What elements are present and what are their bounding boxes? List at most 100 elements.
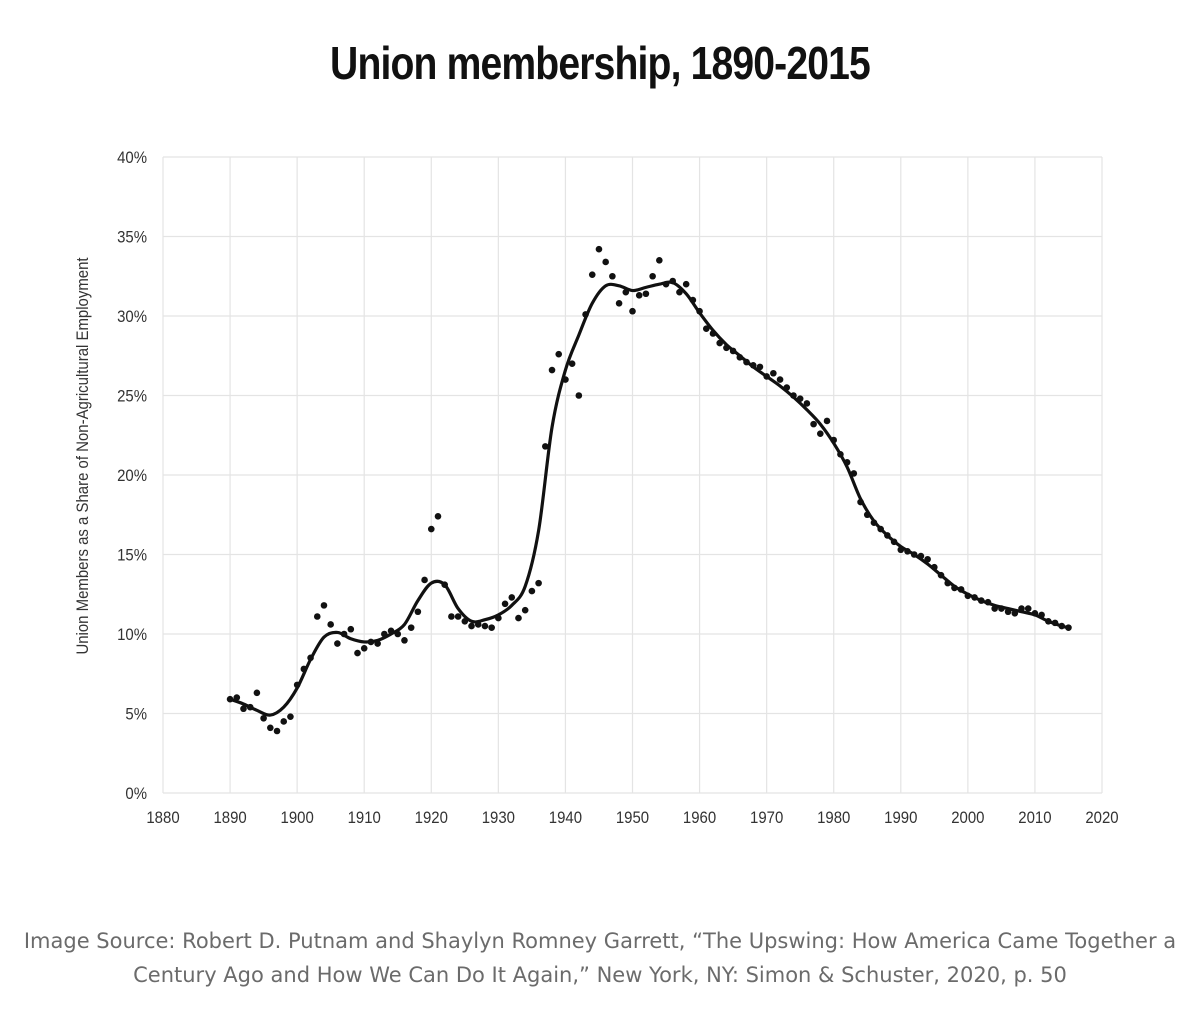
x-tick-label: 1950 xyxy=(616,809,649,827)
y-tick-label: 20% xyxy=(117,467,147,485)
chart: 1880 1890 1900 1910 1920 1930 1940 1950 1960 1970… xyxy=(74,149,1119,827)
data-point xyxy=(642,290,650,298)
data-point xyxy=(320,602,328,609)
data-point xyxy=(984,598,992,606)
y-tick-label: 5% xyxy=(125,706,147,724)
data-point xyxy=(495,614,502,622)
data-point xyxy=(481,622,489,630)
data-point xyxy=(240,705,247,713)
y-tick-label: 25% xyxy=(117,388,147,406)
data-point xyxy=(897,546,905,554)
data-point xyxy=(676,288,683,296)
x-tick-label: 1990 xyxy=(884,809,917,827)
data-point xyxy=(233,694,241,701)
data-point xyxy=(548,366,556,374)
data-point xyxy=(723,344,730,352)
data-point xyxy=(991,605,998,612)
caption-line-2: Century Ago and How We Can Do It Again,”… xyxy=(133,963,1067,987)
y-tick-label: 15% xyxy=(117,547,147,565)
data-point xyxy=(870,519,878,526)
y-tick-label: 30% xyxy=(117,308,147,326)
data-point xyxy=(756,363,764,371)
data-point xyxy=(313,613,321,620)
data-point xyxy=(300,665,308,673)
data-point xyxy=(515,614,522,622)
data-point xyxy=(656,257,663,264)
data-point xyxy=(931,563,938,571)
data-point xyxy=(729,347,737,355)
data-point xyxy=(421,576,428,584)
data-point xyxy=(823,417,831,425)
data-point xyxy=(937,571,945,579)
data-point xyxy=(334,640,341,647)
data-point xyxy=(1058,622,1066,630)
data-point xyxy=(1031,610,1039,617)
data-point xyxy=(454,613,462,620)
data-point xyxy=(508,594,516,601)
y-tick-label: 0% xyxy=(125,785,147,803)
x-tick-label: 1910 xyxy=(348,809,381,827)
data-point xyxy=(1024,605,1032,612)
data-point xyxy=(602,258,609,266)
data-point xyxy=(401,637,408,644)
data-point xyxy=(810,420,817,428)
data-point xyxy=(260,714,267,722)
data-point xyxy=(649,272,656,280)
data-point xyxy=(1018,605,1025,612)
data-point xyxy=(890,538,898,546)
data-point xyxy=(461,617,469,625)
data-point xyxy=(354,649,361,657)
data-point xyxy=(1045,617,1052,625)
trend-line-path xyxy=(228,280,1071,717)
data-point xyxy=(863,511,871,519)
data-point xyxy=(716,339,723,347)
data-point xyxy=(770,369,777,377)
data-point xyxy=(1038,611,1045,619)
data-point xyxy=(374,640,381,647)
data-point xyxy=(555,350,563,358)
data-point xyxy=(702,325,710,333)
data-point xyxy=(904,548,911,555)
x-tick-label: 1890 xyxy=(213,809,246,827)
data-point xyxy=(448,613,455,620)
data-point xyxy=(957,586,965,593)
data-point xyxy=(924,555,931,563)
data-point xyxy=(682,280,690,288)
data-point xyxy=(629,307,636,315)
data-point xyxy=(783,384,791,391)
data-point xyxy=(307,654,314,662)
x-tick-label: 1940 xyxy=(549,809,582,827)
x-tick-label: 1930 xyxy=(482,809,515,827)
data-point xyxy=(568,360,576,368)
data-point xyxy=(662,280,670,288)
data-point xyxy=(609,272,616,280)
data-point xyxy=(427,525,435,533)
image-source-caption: Image Source: Robert D. Putnam and Shayl… xyxy=(0,924,1200,992)
data-point xyxy=(280,718,288,725)
data-points xyxy=(226,245,1072,735)
x-tick-label: 2020 xyxy=(1085,809,1118,827)
x-tick-label: 1980 xyxy=(817,809,850,827)
data-point xyxy=(689,296,697,304)
data-point xyxy=(381,630,388,638)
data-point xyxy=(1065,624,1072,631)
data-point xyxy=(964,592,972,600)
x-tick-label: 1970 xyxy=(750,809,783,827)
data-point xyxy=(434,513,442,520)
x-tick-labels: 1880 1890 1900 1910 1920 1930 1940 1950 1960 1970… xyxy=(146,809,1118,827)
data-point xyxy=(944,579,952,587)
data-point xyxy=(562,376,569,383)
x-tick-label: 1960 xyxy=(683,809,716,827)
data-point xyxy=(763,373,770,380)
caption-line-1: Image Source: Robert D. Putnam and Shayl… xyxy=(23,929,1177,953)
data-point xyxy=(267,724,274,732)
x-tick-label: 1900 xyxy=(281,809,314,827)
x-tick-label: 2010 xyxy=(1018,809,1051,827)
data-point xyxy=(749,361,757,369)
chart-title: Union membership, 1890-2015 xyxy=(330,37,871,89)
data-point xyxy=(1011,610,1019,617)
data-point xyxy=(696,307,703,315)
data-point xyxy=(407,624,415,631)
data-point xyxy=(1051,619,1059,627)
data-point xyxy=(910,551,918,558)
